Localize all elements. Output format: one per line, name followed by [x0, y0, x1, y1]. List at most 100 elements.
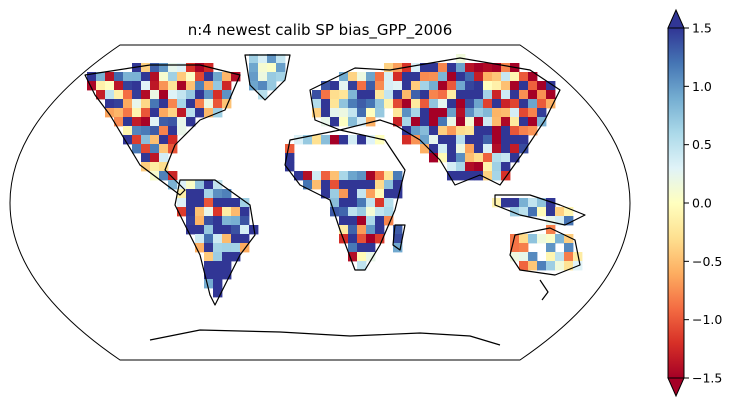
grid-cell	[204, 207, 214, 217]
grid-cell	[420, 99, 430, 109]
grid-cell	[186, 117, 196, 127]
grid-cell	[141, 108, 151, 118]
grid-cell	[402, 126, 412, 136]
grid-cell	[204, 108, 214, 118]
grid-cell	[312, 171, 322, 181]
grid-cell	[429, 153, 439, 163]
grid-cell	[429, 81, 439, 91]
grid-cell	[483, 126, 493, 136]
grid-cell	[105, 81, 115, 91]
grid-cell	[195, 108, 205, 118]
coastlines	[84, 54, 586, 346]
grid-cell	[150, 99, 160, 109]
grid-cell	[564, 216, 574, 226]
grid-cell	[510, 198, 520, 208]
grid-cell	[177, 108, 187, 118]
colorbar-extend-top	[667, 8, 685, 29]
grid-cell	[510, 81, 520, 91]
grid-cell	[186, 63, 196, 73]
grid-cell	[492, 135, 502, 145]
grid-cell	[438, 63, 448, 73]
grid-cell	[159, 153, 169, 163]
grid-cell	[546, 90, 556, 100]
grid-cell	[258, 54, 268, 64]
grid-cell	[321, 135, 331, 145]
grid-cell	[150, 153, 160, 163]
grid-cell	[447, 117, 457, 127]
grid-cell	[447, 135, 457, 145]
grid-cell	[474, 135, 484, 145]
grid-cell	[429, 108, 439, 118]
grid-cell	[294, 135, 304, 145]
grid-cell	[573, 252, 583, 262]
grid-cell	[222, 81, 232, 91]
grid-cell	[537, 261, 547, 271]
grid-cell	[501, 63, 511, 73]
grid-cell	[510, 108, 520, 118]
grid-cell	[447, 126, 457, 136]
grid-cell	[339, 189, 349, 199]
grid-cell	[330, 171, 340, 181]
grid-cell	[168, 144, 178, 154]
grid-cell	[177, 99, 187, 109]
grid-cell	[474, 144, 484, 154]
grid-cell	[285, 153, 295, 163]
grid-cell	[411, 126, 421, 136]
colorbar-body	[667, 27, 685, 379]
grid-cell	[357, 225, 367, 235]
grid-cell	[474, 117, 484, 127]
grid-cell	[150, 108, 160, 118]
grid-cell	[123, 99, 133, 109]
grid-cell	[303, 135, 313, 145]
grid-cell	[411, 81, 421, 91]
grid-cell	[357, 108, 367, 118]
grid-cell	[492, 117, 502, 127]
grid-cell	[321, 108, 331, 118]
grid-cell	[375, 198, 385, 208]
grid-cell	[393, 234, 403, 244]
grid-cell	[546, 81, 556, 91]
grid-cell	[483, 90, 493, 100]
grid-cell	[483, 72, 493, 82]
grid-cell	[357, 207, 367, 217]
grid-cell	[213, 234, 223, 244]
grid-cell	[312, 108, 322, 118]
grid-cell	[195, 180, 205, 190]
grid-cell	[348, 72, 358, 82]
grid-cell	[159, 126, 169, 136]
grid-cell	[276, 72, 286, 82]
grid-cell	[87, 72, 97, 82]
grid-cell	[168, 81, 178, 91]
grid-cell	[186, 180, 196, 190]
grid-cell	[159, 63, 169, 73]
grid-cell	[168, 63, 178, 73]
grid-cell	[474, 162, 484, 172]
grid-cell	[555, 252, 565, 262]
grid-cell	[438, 108, 448, 118]
grid-cell	[141, 81, 151, 91]
grid-cell	[564, 234, 574, 244]
grid-cell	[366, 252, 376, 262]
grid-cell	[222, 90, 232, 100]
grid-cell	[150, 126, 160, 136]
grid-cell	[555, 207, 565, 217]
grid-cell	[420, 126, 430, 136]
grid-cell	[222, 189, 232, 199]
grid-cell	[465, 108, 475, 118]
grid-cell	[402, 72, 412, 82]
grid-cell	[465, 90, 475, 100]
grid-cell	[330, 189, 340, 199]
grid-cell	[384, 216, 394, 226]
grid-cell	[132, 144, 142, 154]
grid-cell	[222, 243, 232, 253]
grid-cell	[159, 72, 169, 82]
grid-cell	[366, 225, 376, 235]
grid-cell	[483, 162, 493, 172]
grid-cell	[465, 153, 475, 163]
grid-cell	[402, 99, 412, 109]
grid-cell	[411, 117, 421, 127]
grid-cell	[240, 225, 250, 235]
grid-cell	[213, 72, 223, 82]
grid-cell	[564, 261, 574, 271]
